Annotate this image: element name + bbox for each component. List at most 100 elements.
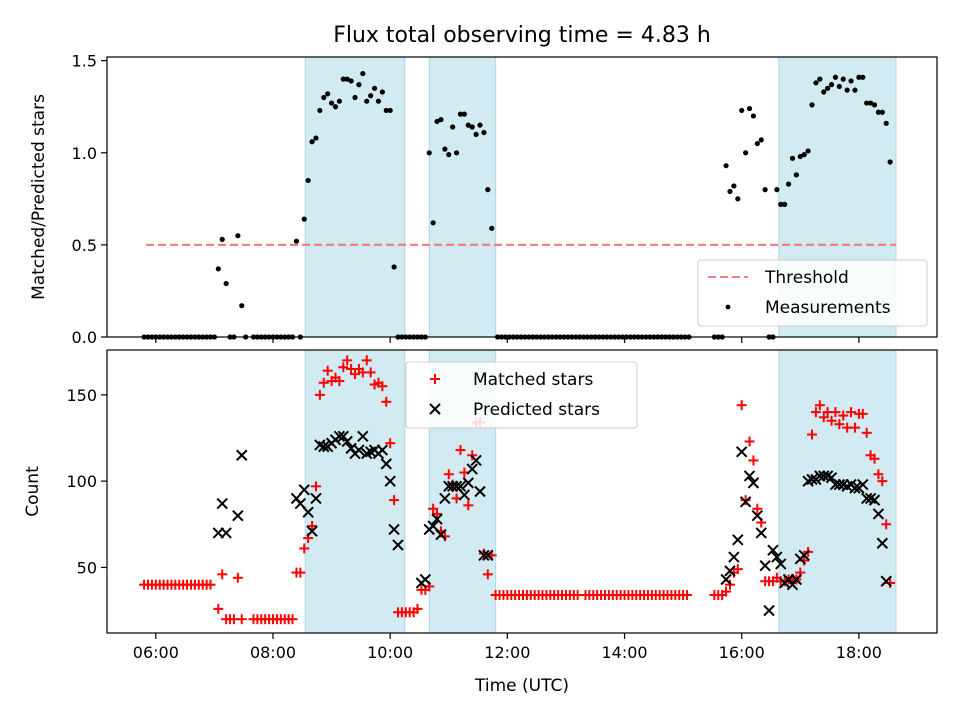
y-tick-label: 1.0 [72,144,97,163]
predicted-star-point [470,454,482,467]
matched-star-point [432,508,443,519]
measurement-point [789,155,796,161]
predicted-star-point [739,496,752,508]
measurement-point [887,159,893,165]
predicted-star-point [306,525,318,537]
measurement-point [442,146,448,152]
matched-star-point [295,567,306,578]
measurement-point [735,196,741,202]
measurement-point [223,280,229,287]
measurement-point [375,98,382,104]
predicted-star-point [747,477,760,489]
measurement-point [364,98,370,104]
measurement-point [801,152,807,158]
y-tick-label: 0.5 [72,236,97,255]
predicted-legend-swatch [429,403,441,415]
matched-star-point [361,355,372,366]
measurement-point [457,111,464,117]
ratio-y-ticks: 0.0 0.5 1.0 1.5 [72,52,107,347]
predicted-star-point [302,506,314,518]
matched-legend-label: Matched stars [473,370,593,390]
predicted-star-point [388,523,400,536]
x-tick-label: 08:00 [250,643,296,662]
ratio-plot-frame [106,56,938,338]
measurement-points [141,70,893,340]
predicted-star-point [380,458,392,470]
predicted-star-point [755,527,767,539]
measurement-point [856,74,862,80]
measurement-point [821,89,827,95]
predicted-star-point [880,575,892,587]
predicted-star-point [763,604,775,617]
predicted-legend-label: Predicted stars [473,400,600,420]
measurement-point [215,266,221,272]
predicted-star-point [232,509,244,522]
predicted-star-point [775,558,787,570]
matched-star-point [732,564,743,575]
matched-star-point [412,603,423,614]
measurement-point [762,187,768,193]
predicted-star-point [466,463,478,475]
predicted-star-point [474,485,486,498]
measurement-point [235,233,241,239]
ratio-legend: Threshold Measurements [697,259,928,327]
ratio-legend-box [697,259,928,327]
measurement-point [746,105,753,112]
measurement-point [434,118,440,125]
matched-star-point [428,503,439,514]
matched-star-point [322,365,333,376]
observing-window-1 [304,56,406,338]
measurements-legend-swatch [725,304,731,310]
measurement-point [426,150,432,156]
measurement-point [864,100,870,106]
predicted-star-point [857,478,869,491]
measurement-point [477,122,483,128]
predicted-star-point [357,430,369,442]
count-x-ticks: 06:00 08:00 10:00 12:00 14:00 16:00 18:00 [133,633,882,662]
matched-star-point [217,569,228,580]
x-axis-label: Time (UTC) [474,676,569,696]
measurement-point [391,264,397,270]
predicted-star-point [732,534,744,546]
predicted-star-point [298,484,310,496]
measurement-point [387,107,393,114]
x-tick-label: 16:00 [719,643,765,662]
predicted-star-point [868,494,881,506]
measurement-point [489,225,495,231]
measurement-point [825,85,831,91]
measurement-point [809,102,815,108]
predicted-star-point [353,444,365,456]
predicted-star-point [872,508,885,520]
matched-star-point [314,389,325,400]
measurement-point [743,150,749,156]
matched-star-point [814,400,825,411]
matched-star-point [861,427,872,438]
matched-star-point [869,453,880,464]
matched-star-point [682,590,693,601]
predicted-star-point [876,537,889,549]
measurement-point [836,83,842,90]
measurement-point [852,87,858,93]
x-tick-label: 18:00 [836,643,882,662]
ratio-panel: 0.0 0.5 1.0 1.5 Matched/Predicted stars Thr… [29,52,938,347]
matched-star-point [818,412,829,423]
matched-star-point [342,355,353,366]
matched-star-point [807,429,818,440]
predicted-star-point [720,573,732,586]
predicted-star-point [735,446,748,458]
figure-title: Flux total observing time = 4.83 h [333,23,711,48]
count-panel: 06:00 08:00 10:00 12:00 14:00 16:00 18:00 50 10… [23,349,938,696]
matched-star-point [205,579,216,590]
measurement-point [344,76,350,82]
predicted-star-point [462,477,475,489]
predicted-star-point [759,559,771,572]
predicted-star-point [318,440,330,453]
predicted-star-point [439,492,451,505]
measurement-point [739,107,745,114]
matched-star-point [381,396,392,407]
measurement-point [868,100,874,106]
measurement-point [239,303,245,309]
measurement-point [219,236,225,242]
matched-legend-swatch [430,374,440,384]
